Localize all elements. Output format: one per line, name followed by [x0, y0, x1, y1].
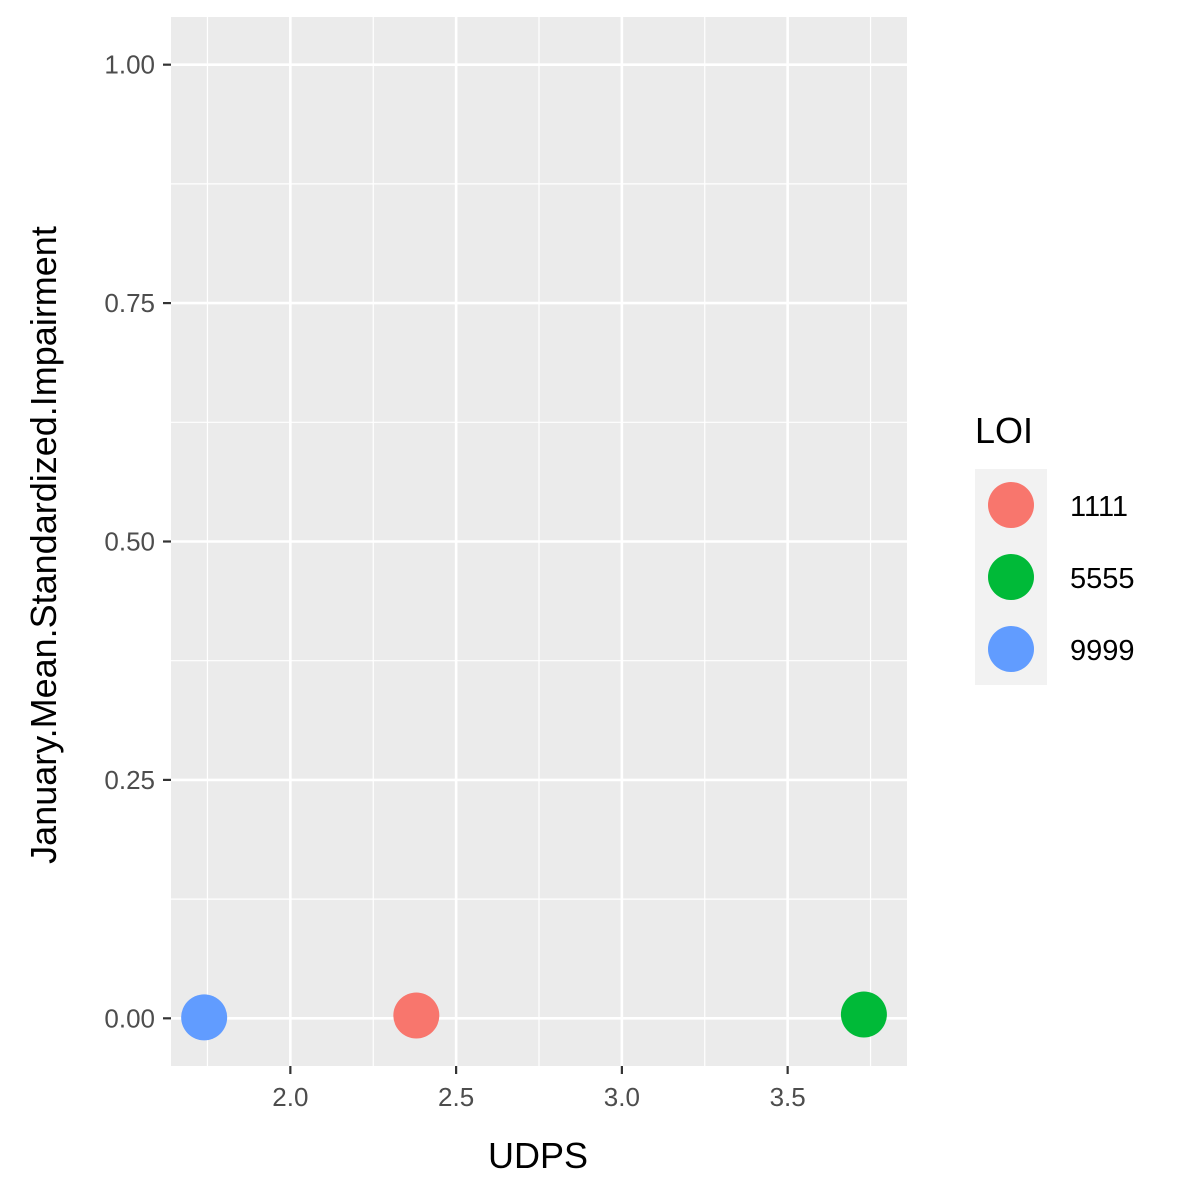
legend-key-1111 [988, 482, 1034, 528]
y-axis: 0.00 0.25 0.50 0.75 1.00 [104, 50, 171, 1033]
legend-label: 1111 [1070, 491, 1128, 523]
x-tick-label: 2.5 [438, 1082, 474, 1112]
y-tick-label: 0.25 [104, 765, 155, 795]
legend-key-5555 [988, 554, 1034, 600]
major-gridlines [171, 17, 907, 1066]
legend-label: 9999 [1070, 635, 1135, 667]
data-point-9999 [181, 994, 228, 1041]
x-tick-label: 3.5 [770, 1082, 806, 1112]
x-axis: 2.0 2.5 3.0 3.5 [272, 1066, 806, 1112]
x-tick-label: 2.0 [272, 1082, 308, 1112]
x-axis-title: UDPS [488, 1135, 588, 1176]
y-tick-label: 0.00 [104, 1003, 155, 1033]
legend-label: 5555 [1070, 563, 1135, 595]
y-tick-label: 1.00 [104, 50, 155, 80]
y-tick-label: 0.50 [104, 527, 155, 557]
x-tick-label: 3.0 [604, 1082, 640, 1112]
legend-key-9999 [988, 626, 1034, 672]
legend: LOI 1111 5555 9999 [975, 410, 1135, 685]
y-tick-label: 0.75 [104, 288, 155, 318]
data-points [181, 991, 887, 1041]
data-point-1111 [393, 992, 440, 1039]
data-point-5555 [840, 991, 887, 1038]
y-axis-title: January.Mean.Standardized.Impairment [23, 226, 64, 864]
legend-title: LOI [975, 410, 1033, 451]
